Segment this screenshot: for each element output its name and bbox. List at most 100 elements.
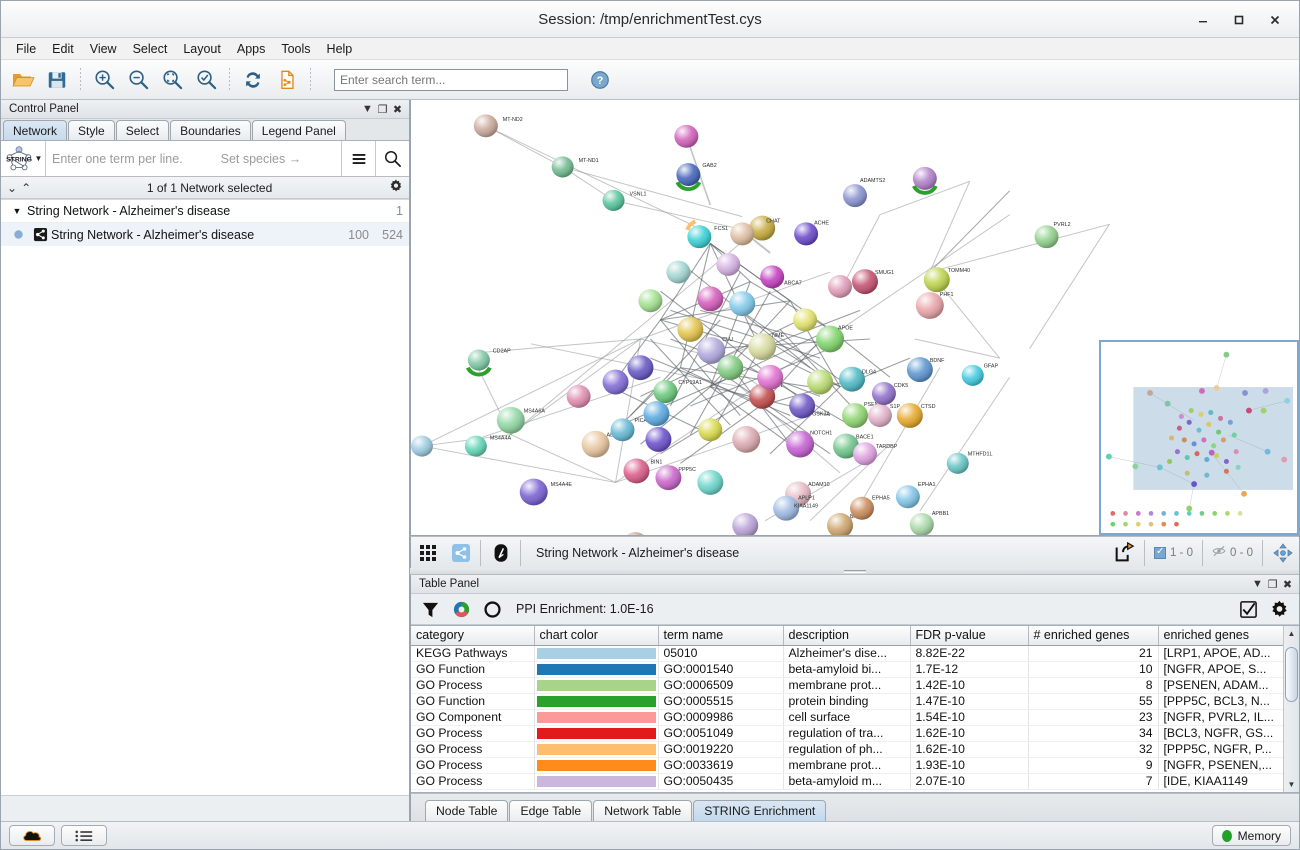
menu-view[interactable]: View (89, 41, 117, 56)
menu-file[interactable]: File (16, 41, 37, 56)
tree-expand-caret-icon[interactable]: ▼ (12, 206, 22, 216)
tab-edge-table[interactable]: Edge Table (509, 800, 593, 821)
scroll-thumb[interactable] (1285, 647, 1298, 702)
col-enriched-count[interactable]: # enriched genes (1028, 626, 1159, 646)
col-chart-color[interactable]: chart color (534, 626, 659, 646)
cell-enriched-count: 32 (1028, 741, 1159, 758)
table-row[interactable]: GO Function GO:0001540 beta-amyloid bi... 1… (411, 661, 1286, 678)
cell-category: GO Process (411, 757, 535, 774)
col-fdr-pvalue[interactable]: FDR p-value (910, 626, 1029, 646)
menu-apps[interactable]: Apps (236, 41, 266, 56)
apply-layout-icon[interactable] (237, 64, 269, 96)
col-description[interactable]: description (783, 626, 911, 646)
tab-network-table[interactable]: Network Table (593, 800, 693, 821)
panel-splitter[interactable] (410, 568, 1299, 575)
tree-network-row[interactable]: String Network - Alzheimer's disease 100… (1, 223, 409, 246)
col-term-name[interactable]: term name (658, 626, 784, 646)
panel-dropdown-icon[interactable]: ▼ (362, 103, 373, 115)
table-row[interactable]: KEGG Pathways 05010 Alzheimer's dise... 8.8… (411, 645, 1286, 662)
tab-string-enrichment[interactable]: STRING Enrichment (693, 800, 827, 821)
filter-icon[interactable] (421, 600, 440, 619)
network-node: CYP19A1 (653, 380, 702, 404)
table-panel-close-icon[interactable]: ✖ (1282, 578, 1293, 591)
grid-layout-icon[interactable] (411, 538, 444, 568)
table-panel-float-icon[interactable]: ❐ (1267, 578, 1278, 591)
panel-close-icon[interactable]: ✖ (392, 103, 403, 116)
menu-help[interactable]: Help (326, 41, 353, 56)
zoom-in-icon[interactable] (88, 64, 120, 96)
zoom-selected-icon[interactable] (190, 64, 222, 96)
table-row[interactable]: GO Process GO:0033619 membrane prot... 1.93… (411, 757, 1286, 774)
svg-text:STRING: STRING (6, 156, 32, 163)
string-term-input[interactable]: Enter one term per line. Set species → (46, 141, 341, 176)
memory-status-button[interactable]: Memory (1211, 825, 1291, 846)
new-network-icon[interactable] (271, 64, 303, 96)
menu-select[interactable]: Select (132, 41, 168, 56)
color-swatch (536, 695, 656, 707)
menu-tools[interactable]: Tools (281, 41, 311, 56)
network-overview-panel[interactable] (1099, 340, 1299, 535)
help-icon[interactable]: ? (584, 64, 616, 96)
string-logo-icon[interactable]: STRING ▼ (1, 141, 45, 176)
hidden-nodes-indicator[interactable]: 0 - 0 (1206, 544, 1259, 561)
select-all-icon[interactable] (1239, 600, 1258, 619)
cloud-icon[interactable] (9, 825, 55, 846)
close-button[interactable] (1257, 6, 1293, 34)
zoom-fit-icon[interactable] (156, 64, 188, 96)
cell-description: membrane prot... (783, 677, 911, 694)
minimize-button[interactable] (1185, 6, 1221, 34)
maximize-button[interactable] (1221, 6, 1257, 34)
tree-group-row[interactable]: ▼ String Network - Alzheimer's disease 1 (1, 200, 409, 223)
color-swatch (536, 727, 656, 739)
table-vertical-scrollbar[interactable]: ▲ ▼ (1283, 626, 1299, 792)
string-search-icon[interactable] (376, 141, 409, 176)
pie-chart-color-icon[interactable] (452, 600, 471, 619)
settings-gear-icon[interactable] (1270, 600, 1289, 619)
network-canvas[interactable]: MT-ND2 MT-ND1 VSNL1 GAB2 FCS1 CHAT ACHE … (410, 100, 1299, 536)
color-swatch (536, 679, 656, 691)
open-session-icon[interactable] (7, 64, 39, 96)
table-row[interactable]: GO Component GO:0009986 cell surface 1.54E-… (411, 709, 1286, 726)
scroll-track[interactable] (1284, 641, 1299, 777)
tab-boundaries[interactable]: Boundaries (170, 120, 251, 140)
donut-chart-icon[interactable] (483, 600, 502, 619)
panel-float-icon[interactable]: ❐ (377, 103, 388, 116)
col-enriched-genes[interactable]: enriched genes (1158, 626, 1286, 646)
tab-style[interactable]: Style (68, 120, 115, 140)
string-options-icon[interactable] (342, 141, 375, 176)
search-input[interactable] (334, 68, 568, 91)
menu-edit[interactable]: Edit (52, 41, 74, 56)
col-category[interactable]: category (411, 626, 535, 646)
scroll-down-icon[interactable]: ▼ (1287, 780, 1296, 789)
annotation-icon[interactable] (484, 538, 517, 568)
table-row[interactable]: GO Process GO:0051049 regulation of tra...… (411, 725, 1286, 742)
network-settings-gear-icon[interactable] (388, 179, 403, 196)
menu-layout[interactable]: Layout (183, 41, 221, 56)
table-row[interactable]: GO Process GO:0019220 regulation of ph... 1… (411, 741, 1286, 758)
cell-chart-color (534, 693, 659, 710)
selected-nodes-indicator[interactable]: 1 - 0 (1148, 546, 1199, 559)
set-species-link[interactable]: Set species → (220, 151, 302, 166)
tab-network[interactable]: Network (3, 120, 68, 140)
network-graph[interactable]: MT-ND2 MT-ND1 VSNL1 GAB2 FCS1 CHAT ACHE … (411, 100, 1299, 535)
network-nodes[interactable]: MT-ND2 MT-ND1 VSNL1 GAB2 FCS1 CHAT ACHE … (411, 114, 1071, 535)
collapse-all-icon[interactable]: ⌄ (7, 180, 18, 195)
string-dropdown-icon[interactable]: ▼ (34, 154, 43, 163)
table-row[interactable]: GO Process GO:0006509 membrane prot... 1.42… (411, 677, 1286, 694)
network-node: EPHA5 (850, 496, 890, 520)
tab-node-table[interactable]: Node Table (425, 800, 509, 821)
tab-legend-panel[interactable]: Legend Panel (251, 120, 346, 140)
zoom-out-icon[interactable] (122, 64, 154, 96)
scroll-up-icon[interactable]: ▲ (1287, 629, 1296, 638)
string-network-icon[interactable] (444, 538, 477, 568)
table-row[interactable]: GO Process GO:0050435 beta-amyloid m... 2.0… (411, 773, 1286, 790)
expand-all-icon[interactable]: ⌃ (21, 180, 32, 195)
tab-select[interactable]: Select (115, 120, 170, 140)
task-list-icon[interactable] (61, 825, 107, 846)
cell-chart-color (534, 741, 659, 758)
table-panel-dropdown-icon[interactable]: ▼ (1252, 578, 1263, 590)
export-icon[interactable] (1108, 538, 1141, 568)
fit-content-icon[interactable] (1266, 538, 1299, 568)
save-session-icon[interactable] (41, 64, 73, 96)
table-row[interactable]: GO Function GO:0005515 protein binding 1.47… (411, 693, 1286, 710)
